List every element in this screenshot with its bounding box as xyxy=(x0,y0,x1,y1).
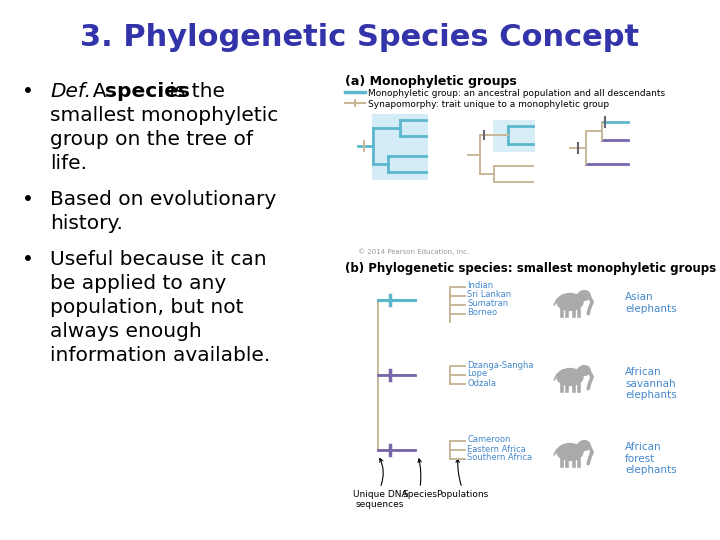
Text: Indian: Indian xyxy=(467,281,493,290)
Ellipse shape xyxy=(577,443,584,451)
Text: Borneo: Borneo xyxy=(467,308,497,317)
Text: Populations: Populations xyxy=(436,490,488,499)
Text: 3. Phylogenetic Species Concept: 3. Phylogenetic Species Concept xyxy=(81,24,639,52)
FancyArrowPatch shape xyxy=(418,459,421,485)
Text: Sri Lankan: Sri Lankan xyxy=(467,290,511,299)
Text: always enough: always enough xyxy=(50,322,202,341)
Text: African
savannah
elephants: African savannah elephants xyxy=(625,367,677,400)
Ellipse shape xyxy=(557,443,583,461)
Ellipse shape xyxy=(577,293,584,301)
Text: smallest monophyletic: smallest monophyletic xyxy=(50,106,278,125)
Ellipse shape xyxy=(578,441,590,450)
Text: African
forest
elephants: African forest elephants xyxy=(625,442,677,475)
Text: species: species xyxy=(105,82,190,101)
Bar xyxy=(493,120,535,152)
Text: life.: life. xyxy=(50,154,87,173)
FancyArrowPatch shape xyxy=(380,458,383,485)
Text: •: • xyxy=(22,190,34,209)
Text: population, but not: population, but not xyxy=(50,298,243,317)
Text: Lope: Lope xyxy=(467,369,487,379)
Text: Southern Africa: Southern Africa xyxy=(467,454,532,462)
Text: (a) Monophyletic groups: (a) Monophyletic groups xyxy=(345,75,517,88)
Text: Monophyletic group: an ancestral population and all descendants: Monophyletic group: an ancestral populat… xyxy=(368,89,665,98)
Text: (b) Phylogenetic species: smallest monophyletic groups: (b) Phylogenetic species: smallest monop… xyxy=(345,262,716,275)
Ellipse shape xyxy=(578,366,590,375)
Text: •: • xyxy=(22,250,34,269)
Text: Based on evolutionary: Based on evolutionary xyxy=(50,190,276,209)
Bar xyxy=(372,114,428,180)
FancyArrowPatch shape xyxy=(456,459,462,485)
Text: Useful because it can: Useful because it can xyxy=(50,250,266,269)
Text: •: • xyxy=(22,82,34,101)
Text: A: A xyxy=(80,82,113,101)
Text: Cameroon: Cameroon xyxy=(467,435,510,444)
Text: information available.: information available. xyxy=(50,346,270,365)
Text: Odzala: Odzala xyxy=(467,379,496,388)
Ellipse shape xyxy=(557,368,583,386)
Text: Species: Species xyxy=(402,490,438,499)
Text: Asian
elephants: Asian elephants xyxy=(625,292,677,314)
Text: Sumatran: Sumatran xyxy=(467,299,508,308)
Text: Unique DNA
sequences: Unique DNA sequences xyxy=(353,490,408,509)
Text: © 2014 Pearson Education, Inc.: © 2014 Pearson Education, Inc. xyxy=(358,248,469,255)
Text: Eastern Africa: Eastern Africa xyxy=(467,444,526,454)
Text: Dzanga-Sangha: Dzanga-Sangha xyxy=(467,361,534,369)
Text: Def.: Def. xyxy=(50,82,91,101)
Text: is the: is the xyxy=(163,82,225,101)
Text: group on the tree of: group on the tree of xyxy=(50,130,253,149)
Text: be applied to any: be applied to any xyxy=(50,274,226,293)
Ellipse shape xyxy=(557,294,583,310)
Text: history.: history. xyxy=(50,214,123,233)
Ellipse shape xyxy=(578,291,590,300)
Ellipse shape xyxy=(577,368,584,376)
Text: Synapomorphy: trait unique to a monophyletic group: Synapomorphy: trait unique to a monophyl… xyxy=(368,100,609,109)
